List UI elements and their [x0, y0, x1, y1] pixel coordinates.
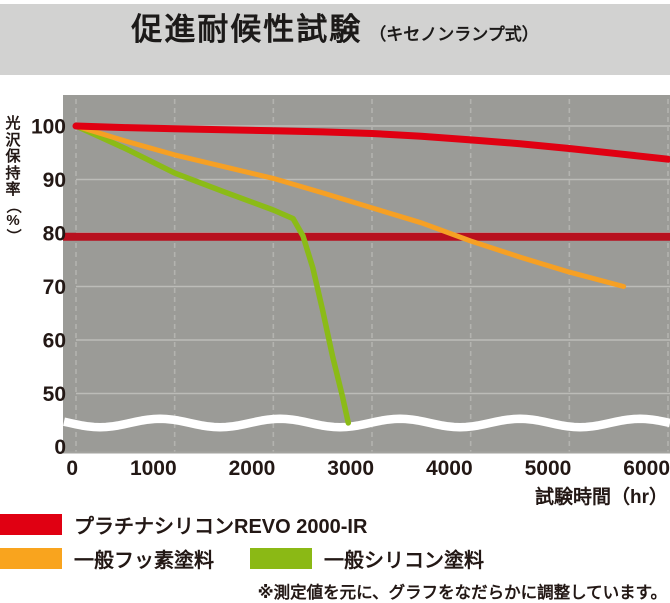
y-axis-title-char: 沢 [5, 131, 21, 149]
x-tick-label-4000: 4000 [426, 457, 473, 480]
series-line-silicon-paint [73, 123, 352, 426]
x-axis-title: 試験時間（hr） [535, 485, 668, 508]
y-tick-label-0: 0 [54, 436, 66, 459]
y-tick-label-80: 80 [43, 223, 66, 246]
legend-item-fluorine-paint: 一般フッ素塗料 [0, 544, 214, 573]
chart-title: 促進耐候性試験 [131, 12, 363, 47]
y-tick-label-60: 60 [43, 330, 66, 353]
legend-label: プラチナシリコンREVO 2000-IR [74, 516, 368, 538]
y-tick-label-70: 70 [43, 276, 66, 299]
x-tick-labels: 0 1000 2000 3000 4000 5000 6000 [66, 457, 670, 480]
x-tick-label-5000: 5000 [525, 457, 572, 480]
y-tick-label-100: 100 [31, 116, 66, 139]
legend-swatch-red [0, 514, 62, 535]
measurement-note: ※測定値を元に、グラフをなだらかに調整しています。 [257, 584, 667, 602]
y-axis-title-char: 率 [5, 181, 21, 198]
y-axis-title-char: 保 [5, 148, 21, 165]
y-axis-title-char: 光 [5, 115, 21, 132]
legend-swatch-orange [0, 548, 62, 569]
y-axis-title-char: 持 [5, 164, 21, 182]
series-line-platinum-silicon-revo [72, 122, 670, 163]
y-tick-labels: 100 90 80 70 60 50 0 [31, 116, 66, 460]
x-tick-label-2000: 2000 [229, 457, 276, 480]
chart-title-bar: 促進耐候性試験 （キセノンランプ式） [0, 4, 670, 75]
x-tick-label-0: 0 [66, 457, 78, 480]
legend-item-silicon-paint: 一般シリコン塗料 [250, 544, 484, 573]
series-line-fluorine-paint [73, 123, 627, 289]
chart-subtitle: （キセノンランプ式） [369, 25, 539, 44]
legend-label: 一般シリコン塗料 [324, 550, 484, 572]
y-axis-title-char: % [6, 211, 20, 229]
x-tick-label-6000: 6000 [623, 457, 670, 480]
legend-swatch-green [250, 548, 312, 569]
y-tick-label-90: 90 [43, 169, 66, 192]
legend-item-platinum-silicon-revo: プラチナシリコンREVO 2000-IR [0, 510, 367, 539]
x-tick-label-1000: 1000 [130, 457, 177, 480]
x-tick-label-3000: 3000 [327, 457, 374, 480]
y-tick-label-50: 50 [43, 383, 66, 406]
y-axis-title: 光沢保持率（%） [4, 115, 22, 243]
axis-break-wave [63, 414, 670, 432]
legend-label: 一般フッ素塗料 [74, 550, 214, 572]
